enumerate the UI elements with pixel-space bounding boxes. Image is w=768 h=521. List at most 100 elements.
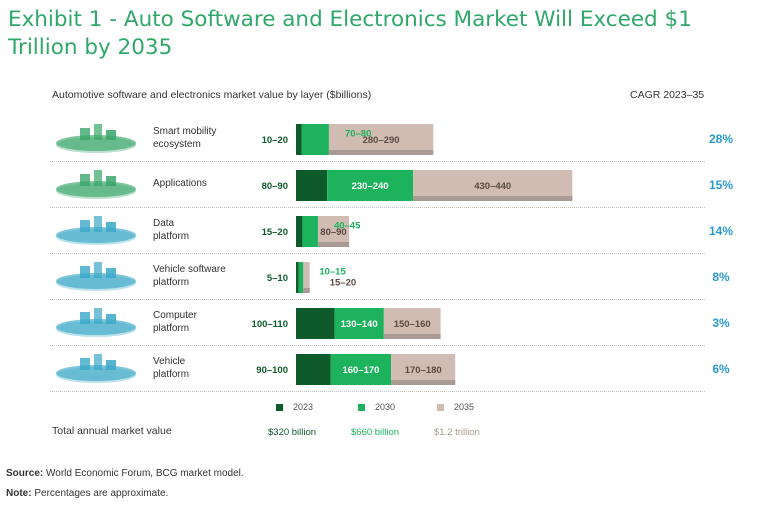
data-label-2035: 170–180 [405, 365, 442, 376]
legend-label-2030: 2030 [375, 402, 396, 412]
data-label-2035: 430–440 [474, 181, 511, 192]
row-separator [50, 299, 705, 300]
chart-subtitle: Automotive software and electronics mark… [52, 89, 372, 101]
vehicle-software-illustration [50, 256, 142, 294]
row-separator [50, 345, 705, 346]
row-separator [50, 207, 705, 208]
bar-segment-2023 [296, 262, 299, 293]
row-label: Smart mobility ecosystem [153, 126, 273, 151]
bar-segment-2035 [391, 354, 456, 385]
vehicle-platform-illustration [50, 348, 142, 386]
row-label-line: Computer [153, 310, 197, 321]
row-separator [50, 391, 705, 392]
chart-row: Smart mobility ecosystem 28% [50, 116, 733, 162]
data-label-2030: 230–240 [352, 181, 389, 192]
exhibit-title: Exhibit 1 - Auto Software and Electronic… [8, 7, 692, 60]
data-label-2030: 130–140 [341, 319, 378, 330]
data-label-2030: 160–170 [342, 365, 379, 376]
bar-shadow [328, 150, 434, 155]
row-separator [50, 161, 705, 162]
legend-label-2035: 2035 [454, 402, 475, 412]
legend-label-2023: 2023 [293, 402, 314, 412]
row-label-line: Data [153, 218, 175, 229]
data-label-2023: 90–100 [256, 365, 288, 376]
cagr-column-header: CAGR 2023–35 [630, 89, 705, 101]
total-value-2023: $320 billion [268, 427, 317, 438]
cagr-value: 8% [712, 270, 730, 284]
note-text: Percentages are approximate. [31, 488, 169, 499]
data-label-2035: 15–20 [330, 278, 356, 289]
percent-note: Note: Percentages are approximate. [6, 488, 168, 499]
bar-segment-2030 [301, 124, 329, 155]
legend-2023: 2023 [276, 402, 313, 412]
bar-shadow [303, 288, 310, 293]
row-label-line: Vehicle software [153, 264, 226, 275]
source-label: Source: [6, 468, 44, 479]
row-label: Vehicle platform [153, 356, 273, 381]
total-label: Total annual market value [52, 425, 172, 437]
data-label-2030: 70–80 [345, 129, 371, 140]
smart-mobility-illustration [50, 118, 142, 156]
row-label: Applications [153, 178, 273, 191]
row-label-line: Applications [153, 178, 207, 189]
bar-segment-2030 [334, 308, 384, 339]
legend-swatch-2035 [437, 404, 444, 412]
chart-row: Applications 15% [50, 162, 733, 208]
row-label: Computer platform [153, 310, 273, 335]
total-value-2030: $660 billion [351, 427, 400, 438]
bar-segment-2030 [298, 262, 304, 293]
legend-2030: 2030 [358, 402, 395, 412]
data-label-2035: 80–90 [320, 227, 346, 238]
bar-segment-2023 [296, 308, 335, 339]
bar-segment-2035 [383, 308, 441, 339]
bar-shadow [413, 196, 573, 201]
bar-segment-2023 [296, 124, 302, 155]
bar-shadow [391, 380, 456, 385]
bar-segment-2030 [302, 216, 318, 247]
row-label-line: ecosystem [153, 138, 201, 150]
data-label-2023: 80–90 [262, 181, 288, 192]
bar-segment-2035 [303, 262, 310, 293]
cagr-value: 15% [708, 178, 734, 192]
data-label-2035: 280–290 [363, 135, 400, 146]
legend-2035: 2035 [437, 402, 474, 412]
legend-swatch-2023 [276, 404, 283, 412]
legend-swatch-2030 [358, 404, 365, 412]
source-text: World Economic Forum, BCG market model. [43, 468, 244, 479]
bar-shadow [383, 334, 441, 339]
bar-shadow [317, 242, 350, 247]
row-label: Data platform [153, 218, 273, 243]
data-label-2030: 10–15 [319, 267, 346, 278]
bar-segment-2023 [296, 354, 331, 385]
chart-row: Vehicle platform 6% [50, 346, 730, 392]
bar-segment-2035 [317, 216, 350, 247]
cagr-value: 28% [708, 132, 734, 146]
note-label: Note: [6, 488, 32, 499]
applications-illustration [50, 164, 142, 202]
data-label-2035: 150–160 [394, 319, 431, 330]
cagr-value: 14% [708, 224, 734, 238]
bar-segment-2023 [296, 170, 328, 201]
row-label-line: Smart mobility [153, 126, 217, 137]
bar-segment-2023 [296, 216, 303, 247]
row-label-line: platform [153, 322, 190, 334]
row-label-line: platform [153, 230, 190, 242]
source-note: Source: World Economic Forum, BCG market… [6, 468, 244, 479]
bar-segment-2030 [327, 170, 414, 201]
bar-segment-2035 [413, 170, 573, 201]
cagr-value: 3% [712, 316, 730, 330]
total-value-2035: $1.2 trillion [434, 427, 480, 438]
row-label: Vehicle software platform [153, 264, 273, 289]
data-label-2023: 100–110 [252, 319, 288, 330]
row-label-line: platform [153, 276, 190, 288]
chart-row: Computer platform 3% [50, 300, 730, 346]
cagr-value: 6% [712, 362, 730, 376]
computer-platform-illustration [50, 302, 142, 340]
data-label-2023: 5–10 [267, 273, 288, 284]
chart-row: Data platform 14% [50, 208, 733, 254]
chart-row: Vehicle software platform 8% [50, 254, 730, 300]
bar-segment-2035 [328, 124, 434, 155]
data-label-2023: 10–20 [262, 135, 288, 146]
row-label-line: Vehicle [153, 356, 186, 367]
